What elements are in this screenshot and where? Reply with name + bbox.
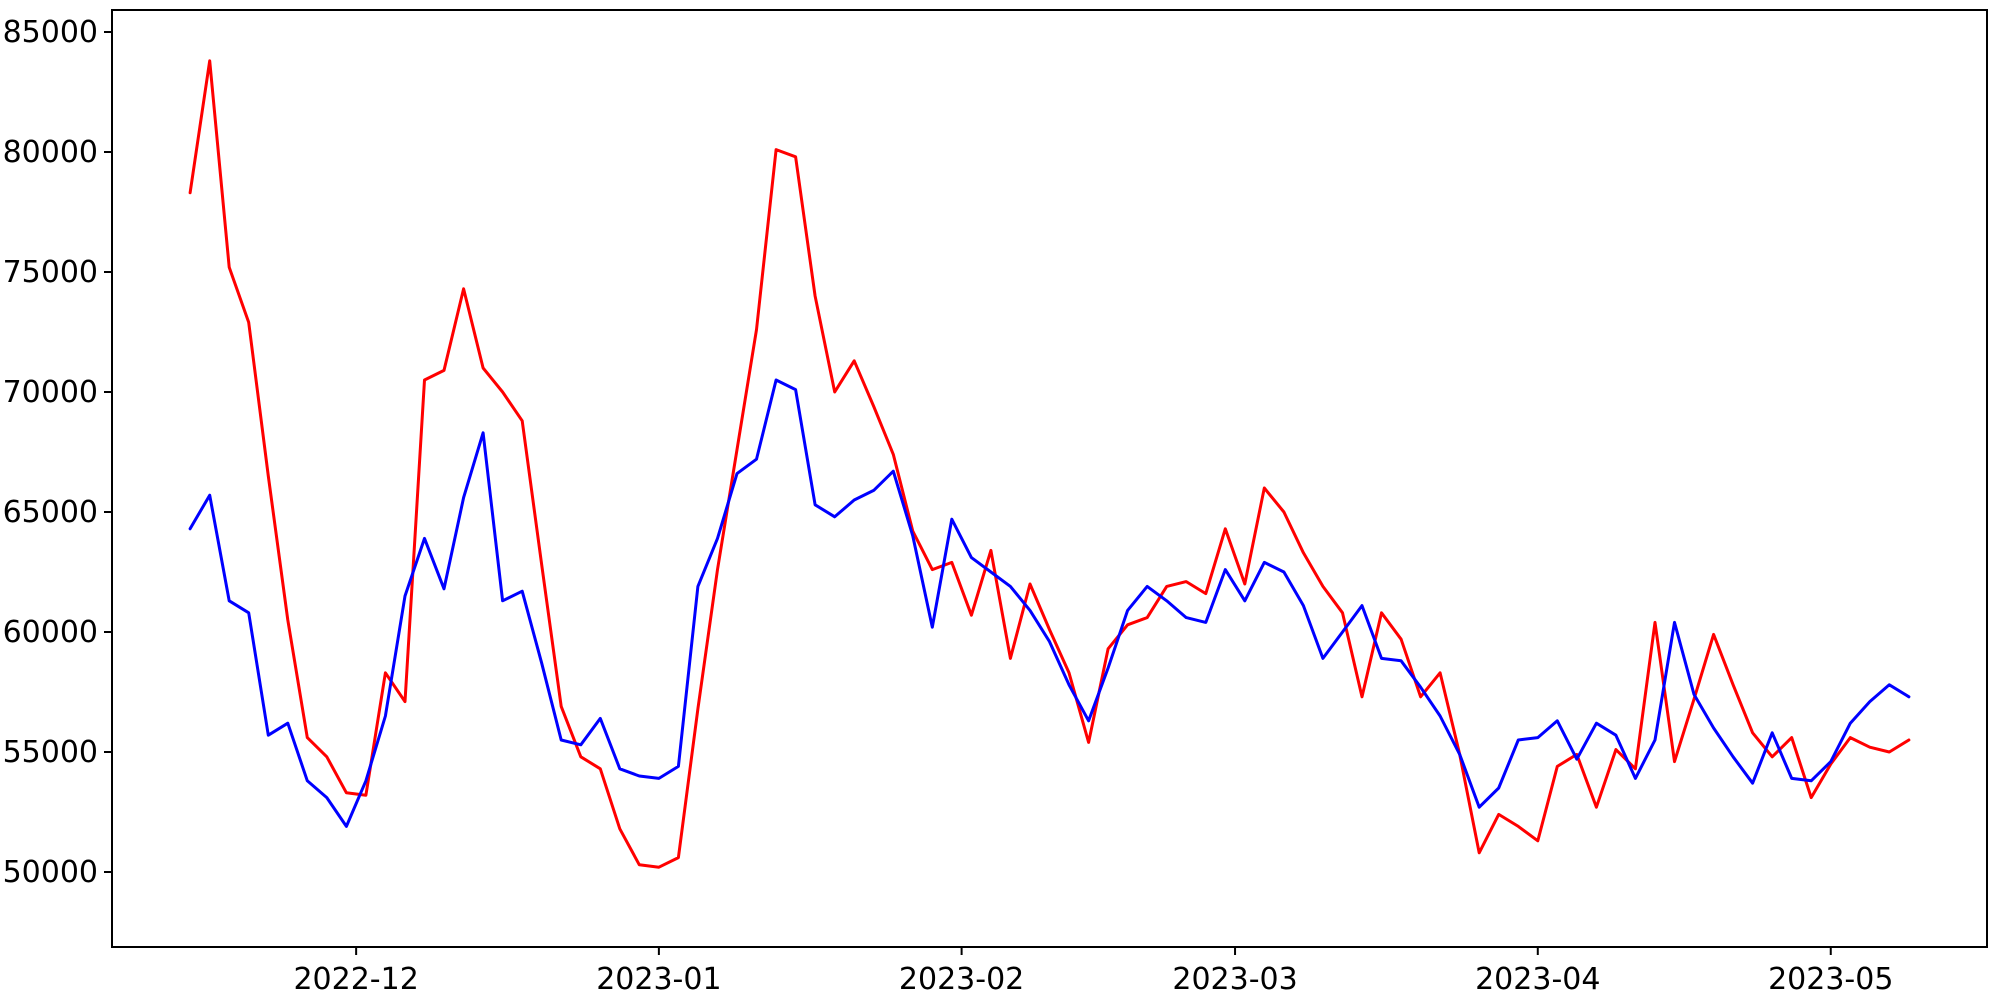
y-tick-label: 55000 xyxy=(3,735,98,770)
x-tick-label: 2023-01 xyxy=(596,962,721,997)
y-tick-label: 85000 xyxy=(3,15,98,50)
x-tick-label: 2023-04 xyxy=(1475,962,1600,997)
x-tick-label: 2023-03 xyxy=(1172,962,1297,997)
y-tick-label: 70000 xyxy=(3,375,98,410)
x-tick-label: 2023-02 xyxy=(899,962,1024,997)
y-tick-label: 65000 xyxy=(3,495,98,530)
y-tick-label: 50000 xyxy=(3,855,98,890)
x-tick-label: 2023-05 xyxy=(1768,962,1893,997)
axes-box xyxy=(111,9,1988,948)
y-tick-label: 75000 xyxy=(3,255,98,290)
x-tick-label: 2022-12 xyxy=(293,962,418,997)
blue-line-series xyxy=(188,378,1911,828)
y-tick-label: 60000 xyxy=(3,615,98,650)
y-tick-label: 80000 xyxy=(3,135,98,170)
red-line-series xyxy=(188,59,1911,869)
